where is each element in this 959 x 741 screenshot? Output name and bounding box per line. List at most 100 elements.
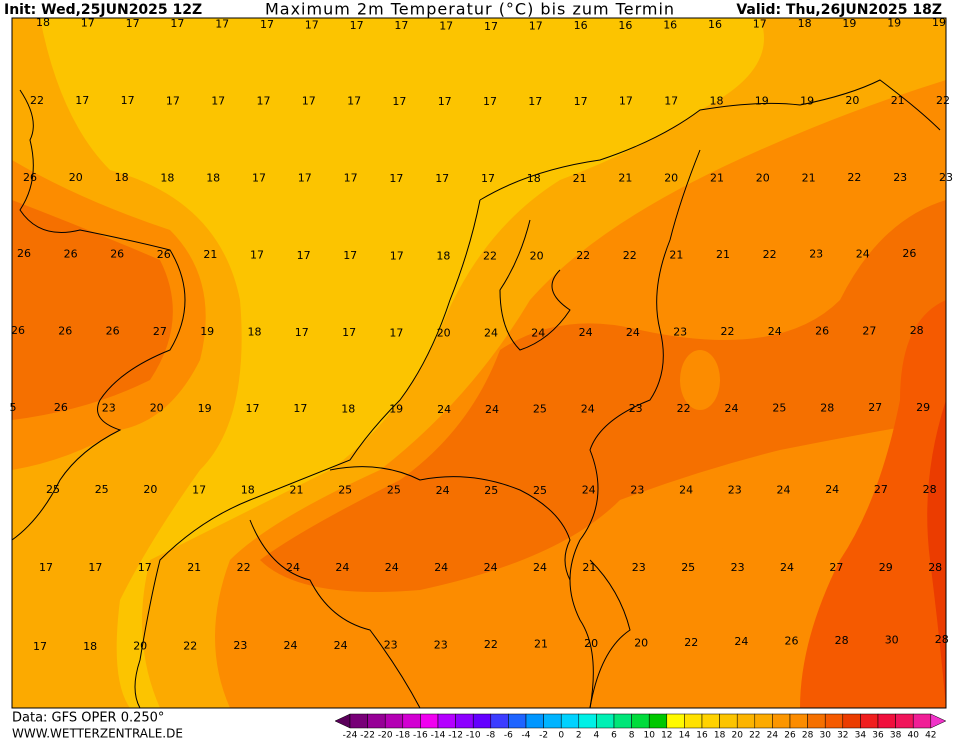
colorbar-label: 36 — [872, 731, 884, 741]
colorbar-swatch — [560, 713, 580, 729]
temperature-label: 17 — [192, 483, 206, 496]
colorbar-swatch — [842, 713, 861, 729]
colorbar-label: 2 — [576, 731, 582, 741]
temperature-label: 17 — [170, 17, 184, 30]
colorbar-label: -6 — [504, 731, 513, 741]
colorbar-label: 42 — [925, 731, 936, 741]
temperature-label: 22 — [936, 94, 950, 107]
valid-label: Valid: Thu,26JUN2025 18Z — [736, 2, 942, 18]
colorbar-swatch — [912, 713, 932, 729]
temperature-label: 25 — [95, 483, 109, 496]
colorbar-swatch — [631, 713, 650, 729]
temperature-label: 25 — [387, 484, 401, 497]
temperature-label: 17 — [75, 94, 89, 107]
temperature-label: 17 — [483, 95, 497, 108]
temperature-label: 18 — [36, 16, 50, 29]
temperature-label: 24 — [533, 561, 547, 574]
temperature-label: 27 — [874, 483, 888, 496]
temperature-label: 26 — [23, 171, 37, 184]
colorbar-label: -4 — [522, 731, 531, 741]
temperature-label: 21 — [710, 172, 724, 185]
temperature-label: 18 — [710, 95, 724, 108]
temperature-label: 24 — [581, 402, 595, 415]
temperature-label: 17 — [664, 95, 678, 108]
temperature-label: 26 — [106, 325, 120, 338]
colorbar-swatch — [384, 713, 404, 729]
temperature-label: 24 — [484, 327, 498, 340]
temperature-label: 17 — [121, 94, 135, 107]
temperature-label: 25 — [338, 484, 352, 497]
temperature-label: 17 — [215, 18, 229, 31]
colorbar-label: -24 — [343, 731, 358, 741]
colorbar-swatch — [684, 713, 703, 729]
temperature-label: 26 — [157, 248, 171, 261]
temperature-label: 22 — [30, 94, 44, 107]
temperature-label: 21 — [669, 249, 683, 262]
temperature-label: 21 — [618, 172, 632, 185]
colorbar-label: -22 — [360, 731, 375, 741]
colorbar-swatch — [877, 713, 896, 729]
temperature-label: 17 — [246, 402, 260, 415]
temperature-label: 20 — [133, 640, 147, 653]
temperature-label: 17 — [753, 18, 767, 31]
init-label: Init: Wed,25JUN2025 12Z — [4, 2, 202, 18]
temperature-label: 17 — [392, 95, 406, 108]
colorbar-label: -14 — [431, 731, 446, 741]
colorbar-label: 20 — [731, 731, 743, 741]
colorbar-label: 12 — [661, 731, 672, 741]
temperature-label: 23 — [939, 171, 953, 184]
temperature-label: 23 — [102, 401, 116, 414]
temperature-label: 18 — [436, 250, 450, 263]
temperature-label: 23 — [630, 484, 644, 497]
colorbar-swatch — [596, 713, 615, 729]
temperature-label: 17 — [439, 20, 453, 33]
temperature-label: 17 — [390, 249, 404, 262]
temperature-label: 17 — [126, 17, 140, 30]
temperature-label: 17 — [250, 249, 264, 262]
data-source: Data: GFS OPER 0.250° — [12, 711, 164, 726]
temperature-label: 24 — [780, 561, 794, 574]
temperature-label: 17 — [574, 95, 588, 108]
map-field — [12, 18, 946, 708]
temperature-label: 17 — [528, 95, 542, 108]
temperature-label: 28 — [935, 633, 949, 646]
temperature-label: 23 — [893, 171, 907, 184]
colorbar-label: 22 — [749, 731, 760, 741]
temperature-label: 22 — [721, 325, 735, 338]
colorbar-swatch — [666, 713, 685, 729]
temperature-label: 28 — [923, 483, 937, 496]
colorbar-swatch — [807, 713, 826, 729]
temperature-label: 28 — [910, 324, 924, 337]
colorbar-arrow-left — [334, 713, 351, 729]
temperature-label: 17 — [166, 94, 180, 107]
temperature-label: 25 — [533, 484, 547, 497]
colorbar-swatch — [719, 713, 738, 729]
temperature-label: 24 — [768, 325, 782, 338]
temperature-label: 17 — [293, 402, 307, 415]
colorbar-swatch — [455, 713, 474, 729]
temperature-label: 25 — [533, 403, 547, 416]
temperature-label: 17 — [211, 94, 225, 107]
colorbar-arrow-right — [930, 713, 947, 729]
colorbar-label: 16 — [696, 731, 708, 741]
temperature-label: 24 — [434, 561, 448, 574]
temperature-label: 23 — [632, 561, 646, 574]
temperature-label: 16 — [663, 18, 677, 31]
temperature-label: 17 — [298, 172, 312, 185]
temperature-label: 19 — [932, 16, 946, 29]
colorbar-label: -2 — [539, 731, 548, 741]
colorbar-swatch — [490, 713, 509, 729]
colorbar-label: 38 — [890, 731, 902, 741]
temperature-label: 24 — [286, 561, 300, 574]
temperature-label: 18 — [527, 172, 541, 185]
colorbar-label: 32 — [837, 731, 848, 741]
temperature-label: 19 — [200, 325, 214, 338]
temperature-label: 24 — [725, 402, 739, 415]
temperature-label: 21 — [534, 638, 548, 651]
colorbar-swatch — [736, 713, 756, 729]
temperature-label: 24 — [734, 635, 748, 648]
colorbar-swatch — [543, 713, 562, 729]
temperature-label: 17 — [252, 172, 266, 185]
colorbar-label: 14 — [679, 731, 691, 741]
temperature-label: 26 — [58, 324, 72, 337]
